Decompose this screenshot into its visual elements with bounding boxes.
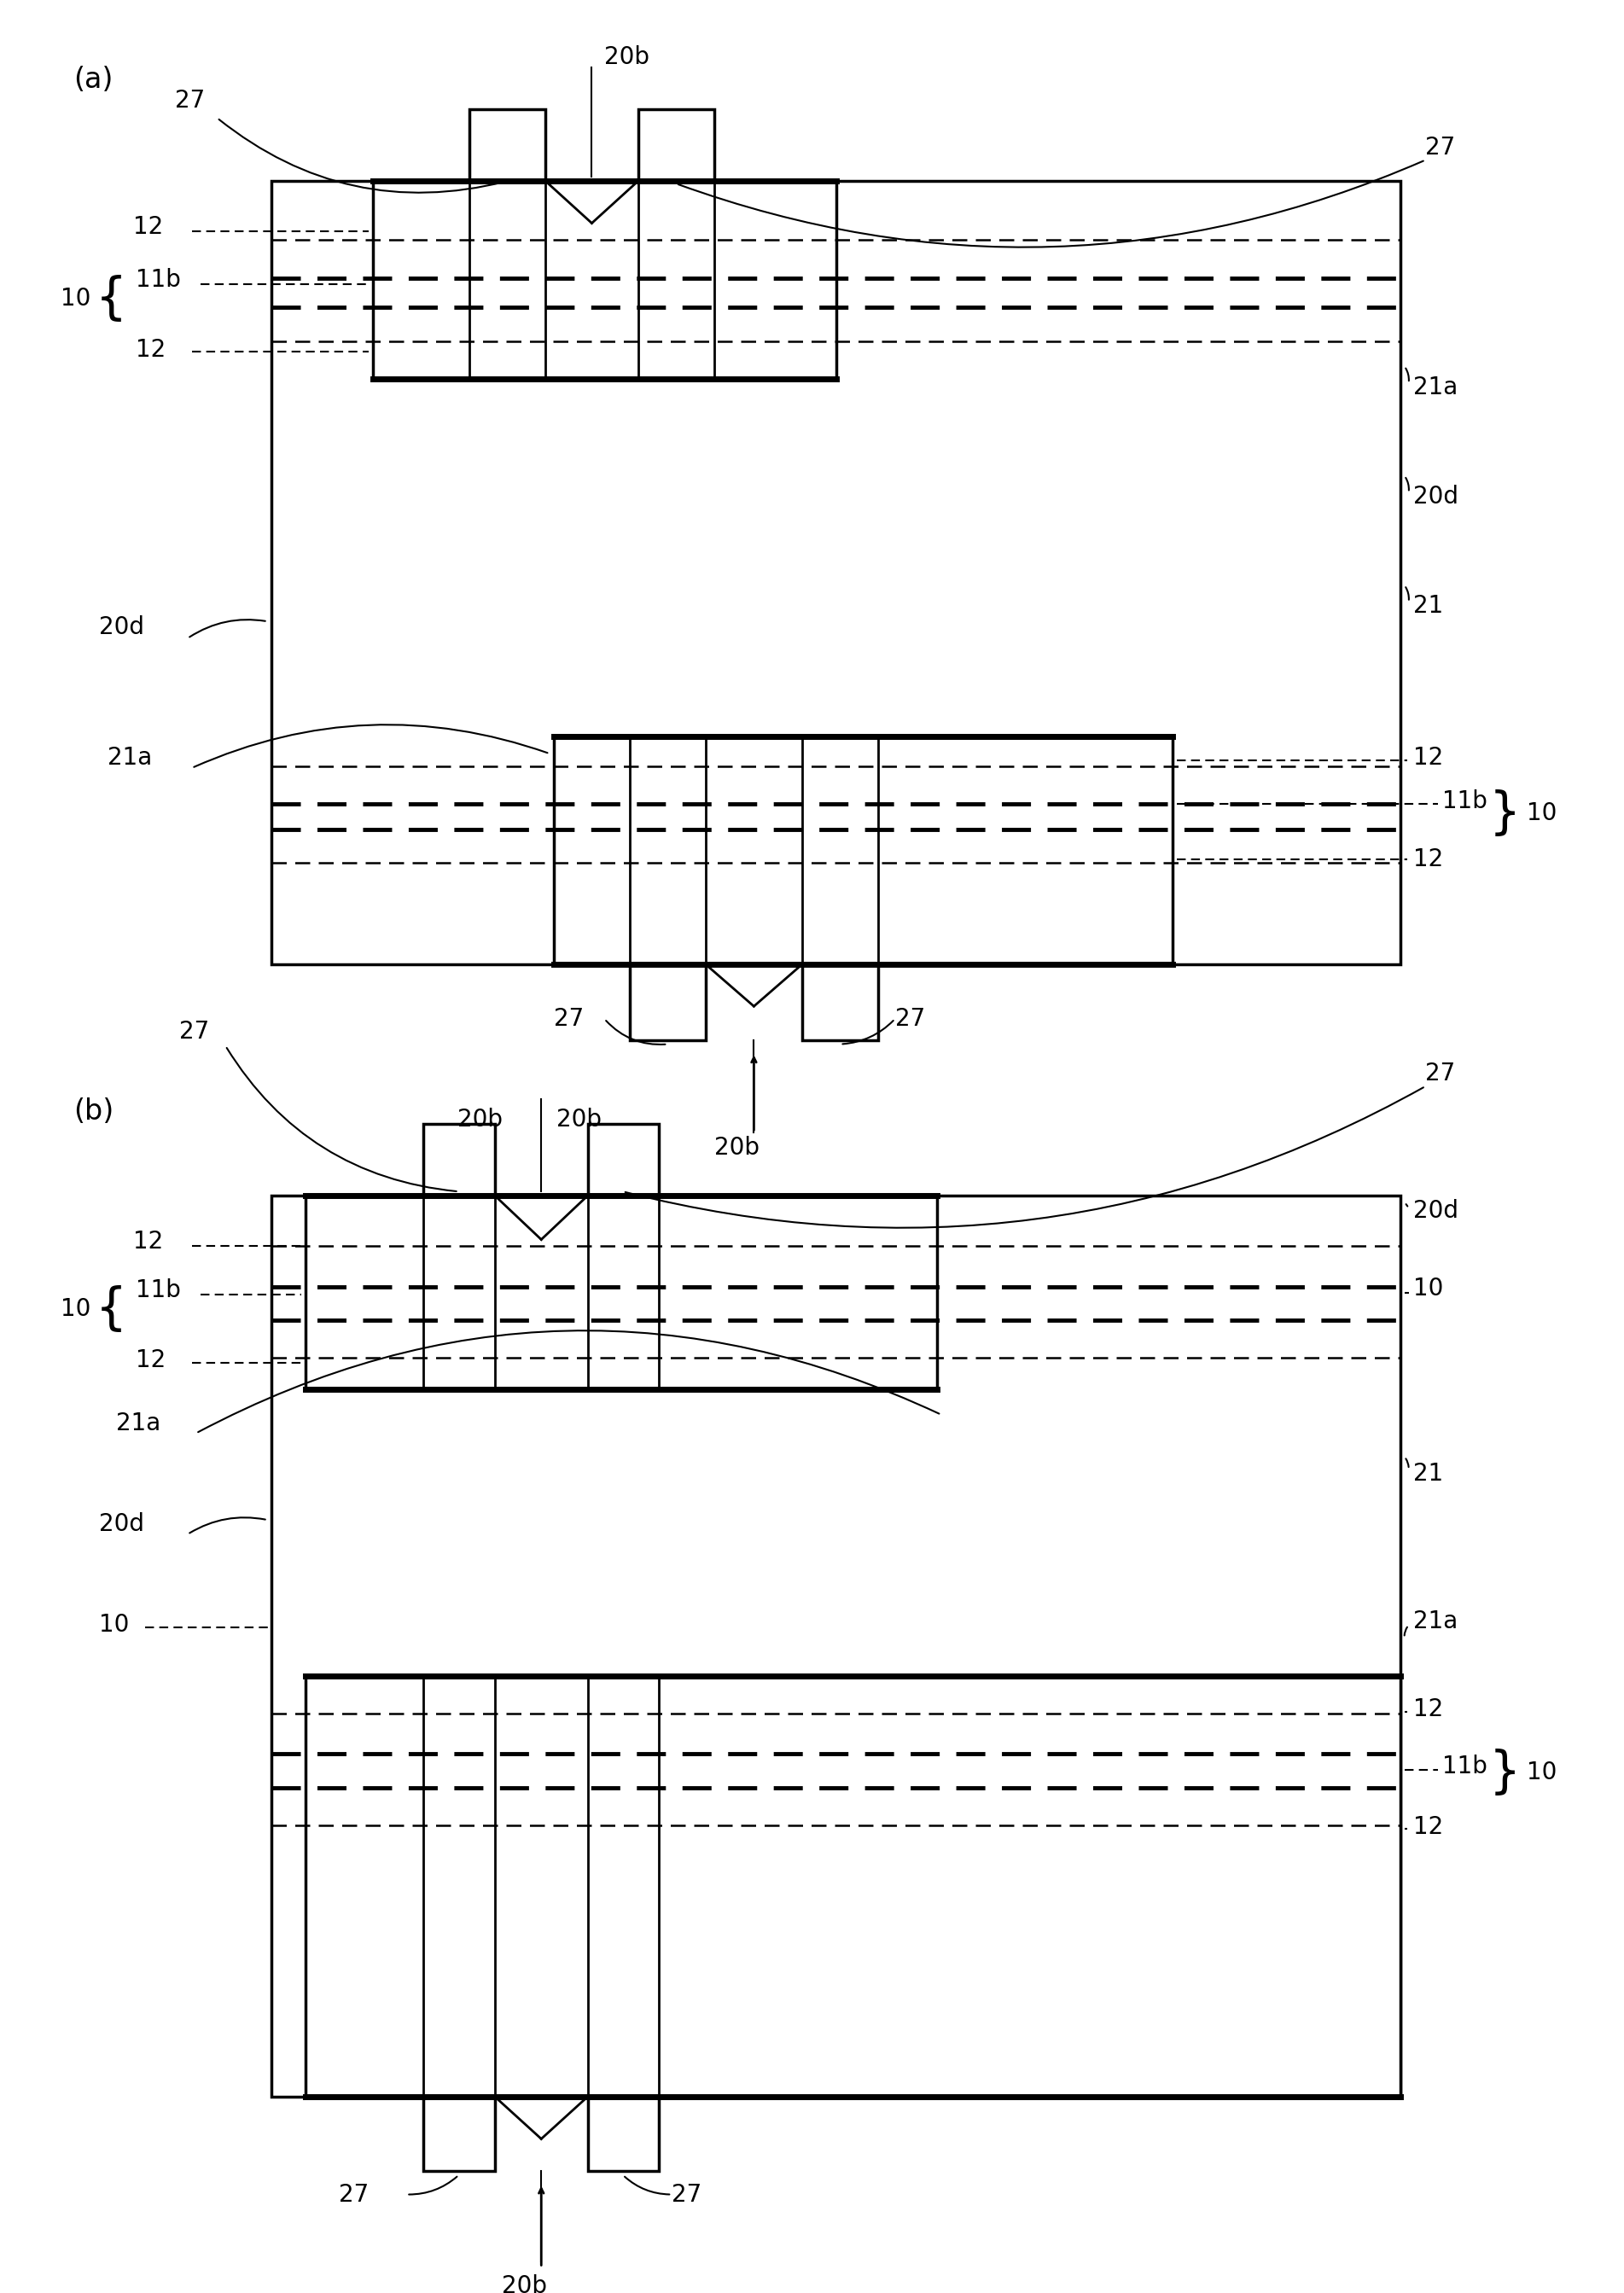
- Text: 20d: 20d: [1413, 1199, 1458, 1222]
- Text: 10: 10: [60, 287, 91, 312]
- Text: 20b: 20b: [604, 46, 650, 69]
- Text: 27: 27: [895, 1007, 926, 1032]
- Bar: [424, 2096, 495, 2171]
- Text: 20d: 20d: [99, 1511, 145, 1536]
- Text: 11b: 11b: [1442, 1754, 1488, 1779]
- Text: 27: 27: [672, 2183, 702, 2206]
- Bar: [305, 1195, 937, 1390]
- Text: 21a: 21a: [115, 1410, 161, 1435]
- Text: 12: 12: [133, 1229, 162, 1254]
- Text: }: }: [1489, 1747, 1520, 1798]
- Bar: [588, 2096, 659, 2171]
- Bar: [638, 110, 715, 181]
- Bar: [271, 181, 1400, 963]
- Text: 10: 10: [99, 1614, 130, 1637]
- Text: 12: 12: [133, 216, 162, 238]
- Text: 12: 12: [1413, 745, 1442, 770]
- Text: 10: 10: [1527, 803, 1557, 825]
- Text: 27: 27: [179, 1020, 209, 1043]
- Bar: [802, 963, 879, 1041]
- Bar: [271, 1195, 1400, 2096]
- Bar: [305, 1676, 1400, 2096]
- Text: 10: 10: [1527, 1761, 1557, 1784]
- Text: 12: 12: [1413, 846, 1442, 871]
- Bar: [630, 963, 705, 1041]
- Text: 20d: 20d: [99, 615, 145, 640]
- Text: 27: 27: [554, 1007, 585, 1032]
- Text: 12: 12: [1413, 1816, 1442, 1839]
- Text: 12: 12: [135, 337, 166, 362]
- Text: 21a: 21a: [1413, 1610, 1457, 1633]
- Text: {: {: [96, 1284, 127, 1335]
- Bar: [588, 1124, 659, 1195]
- Text: {: {: [96, 275, 127, 323]
- Text: 21: 21: [1413, 594, 1442, 619]
- Text: 27: 27: [1426, 1062, 1455, 1085]
- Text: 20b: 20b: [557, 1108, 601, 1133]
- Text: 11b: 11b: [1442, 789, 1488, 814]
- Bar: [424, 1124, 495, 1195]
- Text: 27: 27: [175, 89, 205, 112]
- Text: }: }: [1489, 789, 1520, 837]
- Text: 20b: 20b: [502, 2275, 547, 2293]
- Bar: [469, 110, 546, 181]
- Text: 21a: 21a: [107, 745, 153, 770]
- Text: 20d: 20d: [1413, 484, 1458, 509]
- Text: 27: 27: [339, 2183, 369, 2206]
- Text: 11b: 11b: [135, 1277, 180, 1302]
- Text: 11b: 11b: [135, 268, 180, 291]
- Text: 10: 10: [1413, 1277, 1444, 1300]
- Text: (b): (b): [75, 1098, 114, 1126]
- Text: 21a: 21a: [1413, 376, 1457, 399]
- Text: 12: 12: [135, 1348, 166, 1371]
- Bar: [374, 181, 836, 378]
- Bar: [554, 736, 1173, 963]
- Text: (a): (a): [75, 66, 114, 94]
- Text: 12: 12: [1413, 1697, 1442, 1722]
- Text: 10: 10: [60, 1298, 91, 1321]
- Text: 27: 27: [1426, 135, 1455, 158]
- Text: 20b: 20b: [456, 1108, 502, 1133]
- Text: 20b: 20b: [715, 1135, 760, 1160]
- Text: 21: 21: [1413, 1461, 1442, 1486]
